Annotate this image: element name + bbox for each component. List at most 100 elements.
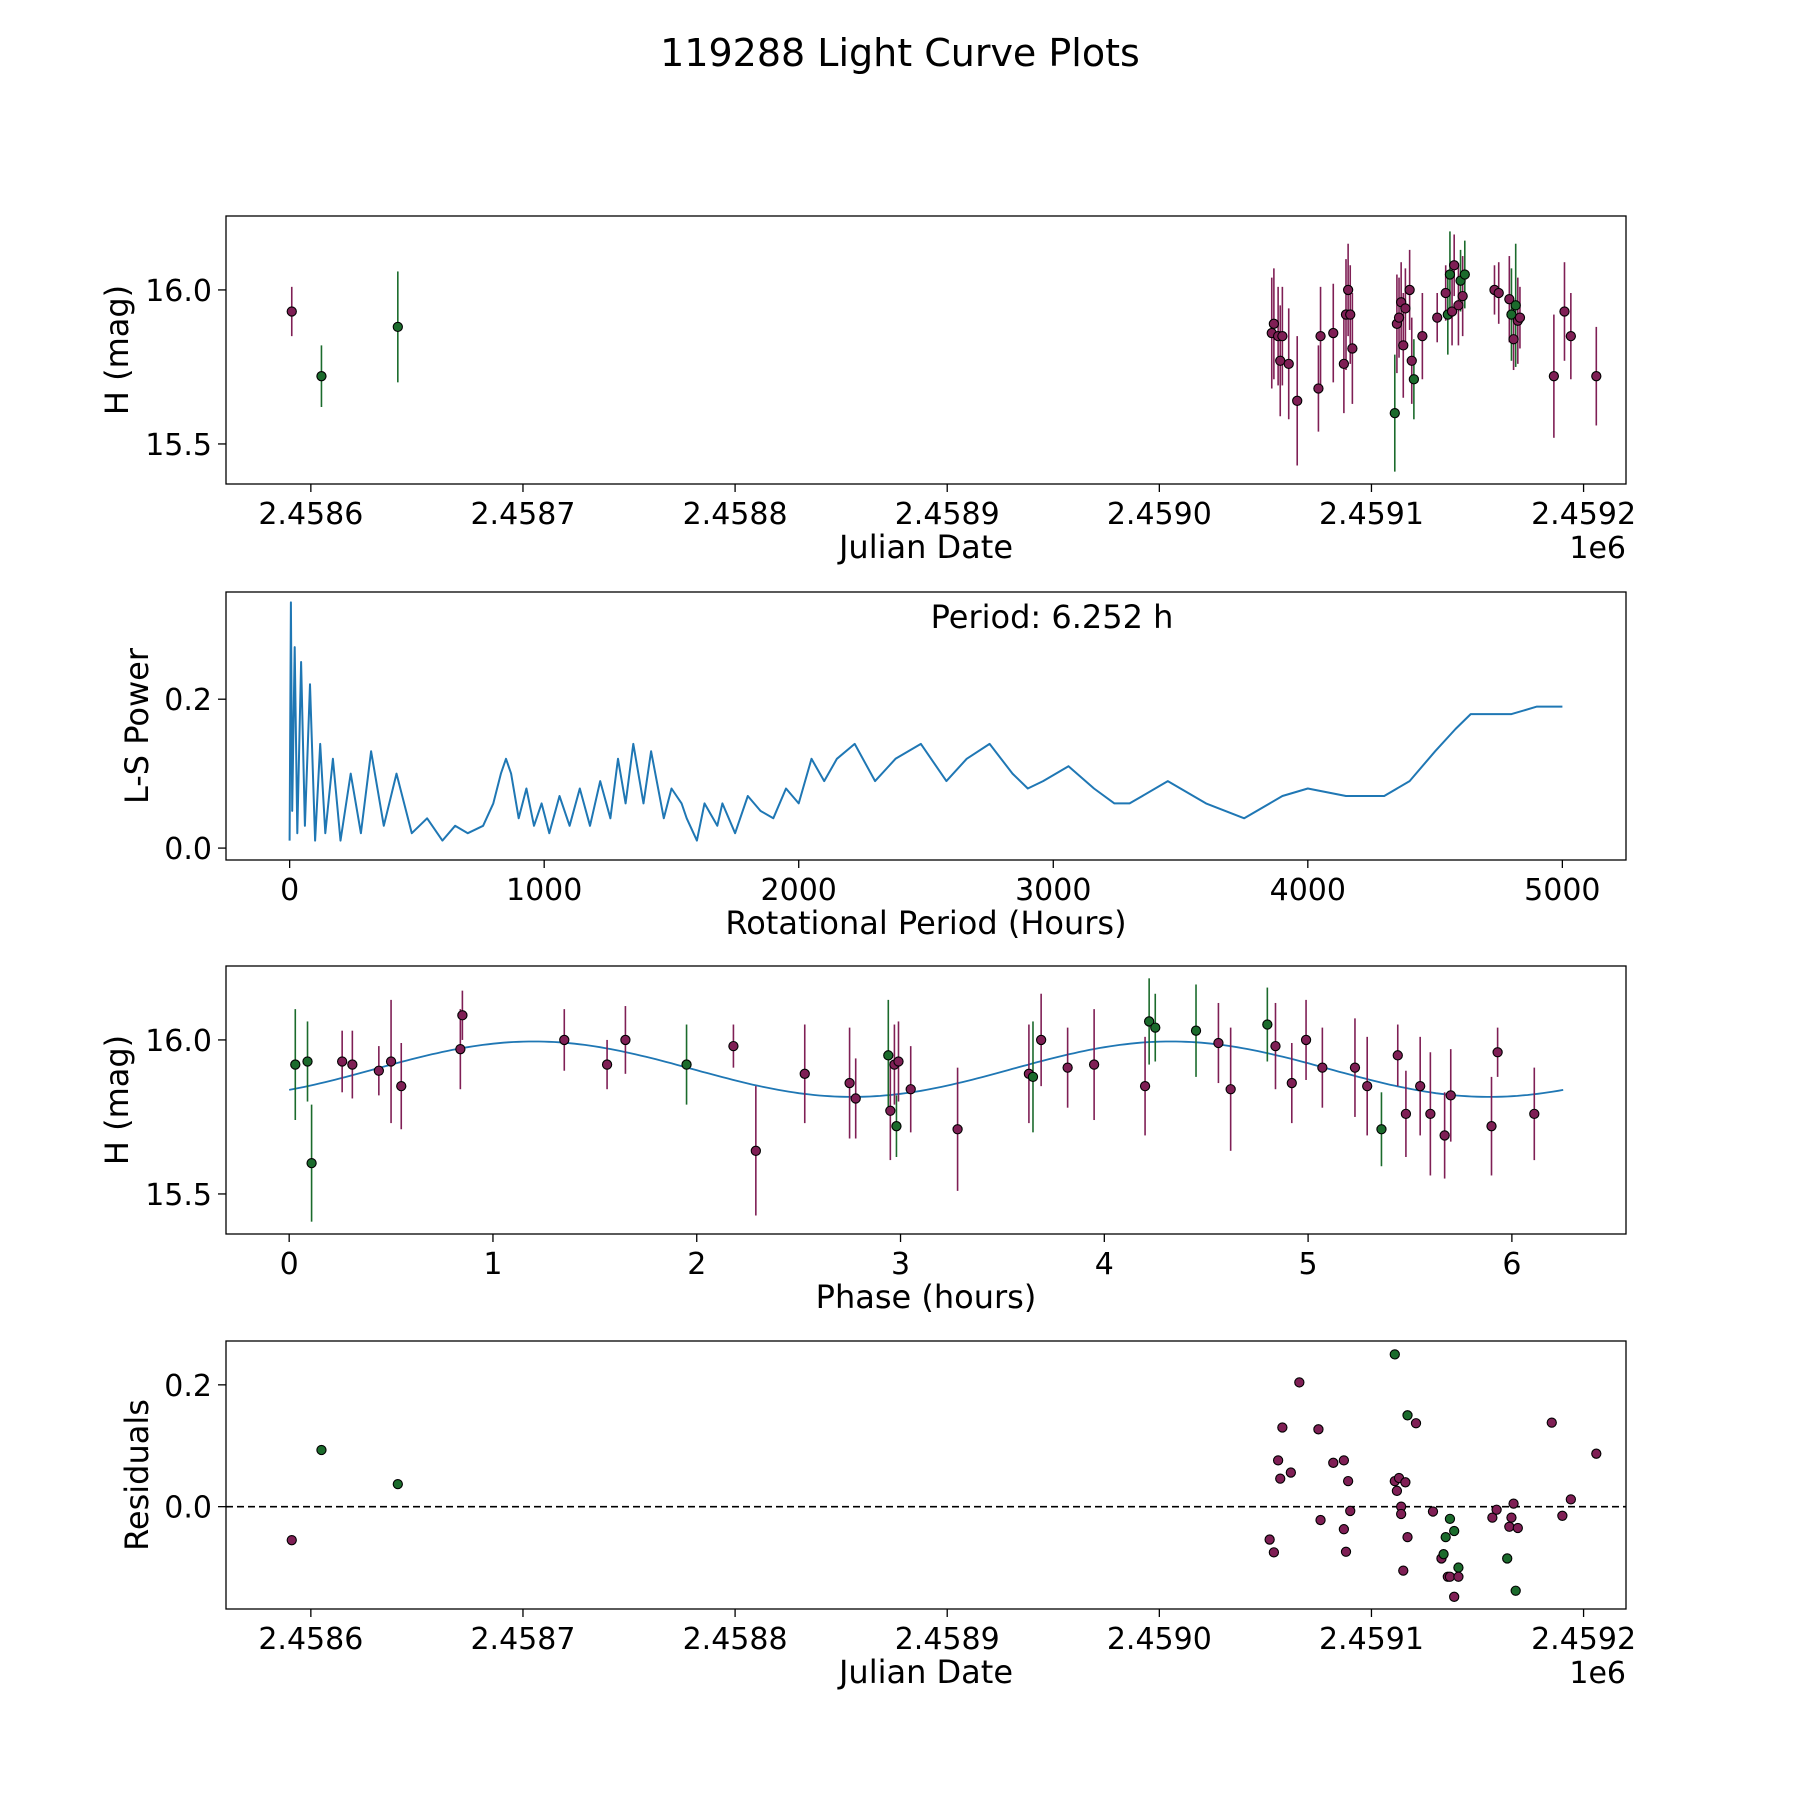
y-axis-label: H (mag)	[98, 285, 136, 415]
x-tick-label: 6	[1502, 1247, 1521, 1282]
data-point	[1400, 1108, 1412, 1120]
data-point	[347, 1059, 358, 1070]
data-point	[1264, 1534, 1275, 1545]
data-point	[1213, 1037, 1224, 1049]
x-tick-label: 2.4590	[1107, 497, 1212, 532]
x-tick-label: 2.4591	[1319, 497, 1424, 532]
data-point	[337, 1056, 348, 1067]
x-axis-label: Julian Date	[837, 1653, 1013, 1691]
data-point	[1548, 371, 1560, 382]
data-point	[620, 1034, 631, 1046]
data-point	[750, 1145, 761, 1156]
data-point	[1444, 269, 1456, 280]
y-tick-label: 16.0	[145, 274, 212, 309]
data-point	[1510, 1585, 1521, 1596]
data-point	[1362, 1080, 1373, 1092]
x-tick-label: 2.4590	[1107, 1622, 1212, 1657]
x-tick-label: 4000	[1270, 873, 1346, 908]
data-point	[1565, 330, 1576, 342]
data-point	[1190, 1025, 1202, 1036]
data-point	[1398, 340, 1409, 351]
data-point	[286, 306, 297, 317]
y-tick-label: 0.0	[164, 832, 212, 867]
x-tick-label: 2.4592	[1531, 497, 1636, 532]
data-point	[1504, 294, 1515, 305]
data-point	[1338, 358, 1350, 370]
data-point	[1402, 1410, 1413, 1421]
data-point	[1262, 1019, 1273, 1030]
data-point	[1268, 318, 1280, 329]
x-offset-label: 1e6	[1569, 531, 1626, 566]
periodogram-panel: 0 1000 2000 3000 4000 5000 0.0 0.2 Period: 6.25…	[118, 591, 1627, 942]
data-point	[1493, 287, 1504, 299]
data-point	[1492, 1047, 1503, 1058]
data-point	[1410, 1418, 1422, 1429]
data-point	[1338, 1524, 1350, 1535]
data-point	[1565, 1494, 1576, 1505]
data-point	[1150, 1022, 1161, 1033]
data-point	[1444, 1571, 1456, 1582]
data-point	[1342, 1475, 1354, 1487]
data-point	[1143, 1016, 1155, 1027]
data-point	[1453, 1562, 1464, 1573]
data-point	[1415, 1080, 1426, 1092]
data-point	[844, 1077, 855, 1089]
data-point	[1342, 284, 1354, 296]
data-point	[1440, 1531, 1451, 1543]
x-tick-label: 2.4588	[683, 497, 788, 532]
data-point	[1400, 303, 1411, 314]
data-point	[1506, 1512, 1517, 1523]
data-point	[1328, 327, 1339, 339]
y-tick-label: 0.2	[164, 683, 212, 718]
x-tick-label: 0	[280, 1247, 299, 1282]
x-axis-label: Phase (hours)	[816, 1278, 1037, 1316]
data-point	[1275, 355, 1286, 366]
data-point	[1449, 1591, 1460, 1602]
y-tick-label: 16.0	[145, 1024, 212, 1059]
data-point	[1328, 1457, 1339, 1468]
data-point	[1225, 1084, 1236, 1095]
axes-frame	[225, 215, 1627, 485]
data-point	[316, 1444, 327, 1456]
data-point	[1294, 1377, 1305, 1388]
data-point	[286, 1535, 297, 1546]
data-point	[1389, 407, 1400, 419]
model-fit-curve	[289, 1040, 1564, 1098]
x-axis-label: Julian Date	[837, 528, 1013, 566]
data-point	[1557, 1510, 1568, 1521]
data-point	[1508, 1498, 1519, 1509]
data-point	[1027, 1071, 1039, 1083]
y-axis-label: Residuals	[118, 1399, 156, 1551]
data-point	[1459, 269, 1470, 280]
data-point	[850, 1093, 861, 1104]
x-tick-label: 2.4589	[895, 1622, 1000, 1657]
data-point	[1272, 1455, 1284, 1466]
data-point	[1292, 395, 1303, 406]
data-point	[306, 1157, 317, 1169]
data-point	[1591, 1448, 1602, 1459]
data-point	[1446, 306, 1458, 317]
data-point	[1270, 1040, 1281, 1052]
data-point	[1427, 1506, 1439, 1517]
x-tick-label: 1	[483, 1247, 502, 1282]
x-tick-label: 2.4589	[895, 497, 1000, 532]
data-point	[885, 1105, 896, 1116]
data-point	[1315, 330, 1326, 342]
x-offset-label: 1e6	[1569, 1656, 1626, 1691]
x-tick-label: 2.4586	[258, 1622, 363, 1657]
data-point	[1396, 1508, 1407, 1520]
data-point	[891, 1121, 902, 1132]
data-point	[1345, 1505, 1356, 1517]
data-point	[1559, 306, 1570, 317]
data-point	[1417, 330, 1428, 342]
data-point	[1035, 1034, 1047, 1046]
axes-frame	[225, 591, 1627, 861]
data-point	[1487, 1512, 1498, 1523]
data-point	[1398, 1565, 1409, 1576]
data-point	[1546, 1417, 1557, 1428]
data-point	[1268, 1547, 1280, 1558]
data-point	[1508, 334, 1519, 345]
data-point	[1317, 1062, 1328, 1073]
data-point	[1529, 1108, 1540, 1120]
